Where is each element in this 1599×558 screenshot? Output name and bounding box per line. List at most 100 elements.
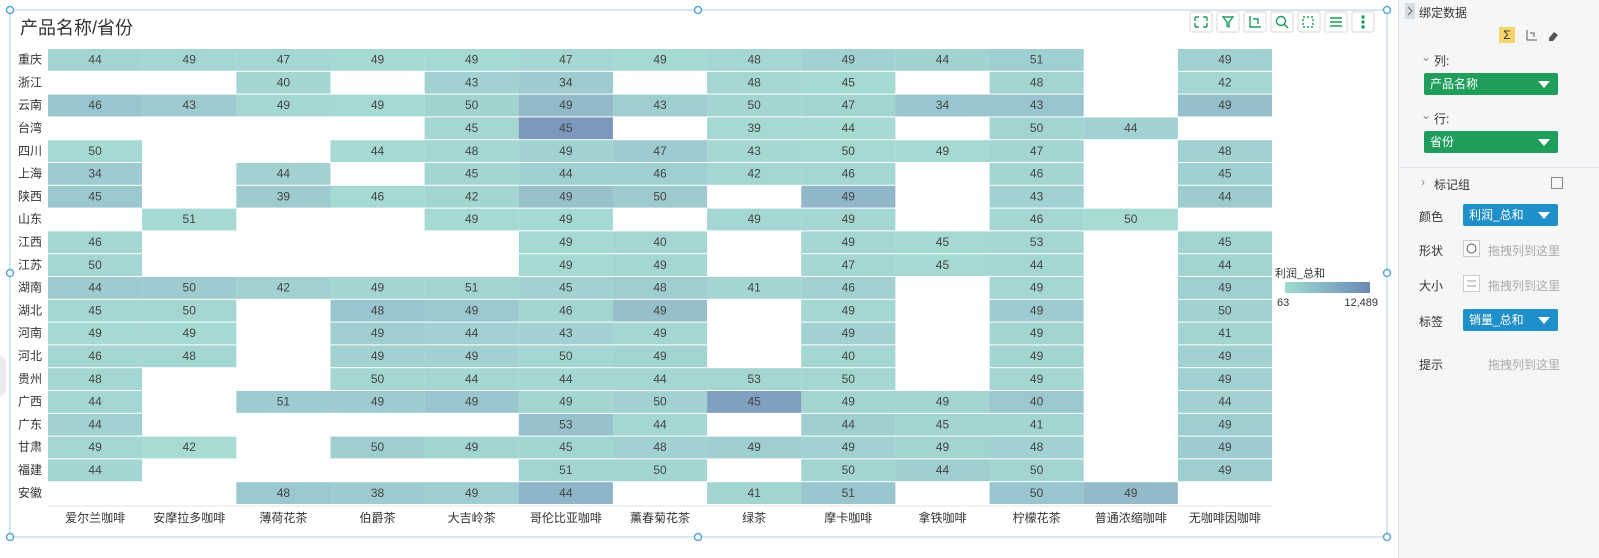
y-tick-label: 江西 xyxy=(18,235,42,249)
cell-label: 46 xyxy=(1030,212,1044,226)
filter-button[interactable] xyxy=(1216,11,1240,33)
heat-cell xyxy=(330,94,425,117)
chevron: ⌄ xyxy=(1421,108,1432,122)
columns-field[interactable]: 产品名称 xyxy=(1424,73,1558,95)
cell-label: 43 xyxy=(747,144,761,158)
heat-cell xyxy=(1177,299,1272,322)
cell-label: 49 xyxy=(465,486,479,500)
rows-field[interactable]: 省份 xyxy=(1424,131,1558,153)
cell-label: 42 xyxy=(183,440,197,454)
heat-cell xyxy=(989,436,1084,459)
x-tick-label: 薰春菊花茶 xyxy=(630,510,690,525)
cell-label: 46 xyxy=(653,167,667,181)
heat-cell xyxy=(801,436,896,459)
heat-cell xyxy=(236,277,331,299)
heat-cell xyxy=(801,391,896,413)
panel-title: 绑定数据 xyxy=(1419,6,1468,20)
heat-cell xyxy=(142,299,237,322)
heat-cell xyxy=(612,459,708,482)
fullscreen-button[interactable] xyxy=(1189,11,1213,33)
size-icon[interactable] xyxy=(1463,275,1480,292)
marks-icon[interactable] xyxy=(1551,177,1563,189)
heat-cell xyxy=(1177,436,1272,459)
y-tick-label: 重庆 xyxy=(18,53,42,67)
panel-toggle[interactable] xyxy=(1405,3,1415,19)
cell-label: 49 xyxy=(1218,463,1232,477)
heat-cell xyxy=(612,368,708,390)
heat-cell xyxy=(612,299,708,322)
heat-cell xyxy=(330,368,425,390)
y-tick-label: 陕西 xyxy=(18,188,42,203)
sum-button[interactable] xyxy=(1499,27,1515,43)
cell-label: 50 xyxy=(653,189,667,203)
tooltip-placeholder: 拖拽列到这里 xyxy=(1488,358,1561,372)
heat-cell xyxy=(236,71,331,94)
heat-cell xyxy=(895,94,990,117)
heat-cell xyxy=(1177,163,1272,185)
heat-cell xyxy=(518,413,613,436)
cell-label: 50 xyxy=(371,440,385,454)
x-tick-label: 薄荷花茶 xyxy=(259,510,307,525)
cell-label: 50 xyxy=(88,144,102,158)
swap-button[interactable] xyxy=(1243,11,1267,33)
color-field[interactable]: 利润_总和 xyxy=(1463,204,1558,226)
heat-cell xyxy=(1177,277,1272,299)
x-tick-label: 安摩拉多咖啡 xyxy=(153,510,225,525)
cell-label: 49 xyxy=(559,98,573,112)
shape-placeholder: 拖拽列到这里 xyxy=(1488,244,1561,258)
heat-cell xyxy=(142,436,237,459)
heat-cell xyxy=(518,185,613,208)
cell-label: 50 xyxy=(1218,303,1232,317)
heat-cell xyxy=(518,459,613,482)
zoom-button[interactable] xyxy=(1270,11,1294,33)
label-field[interactable]: 销量_总和 xyxy=(1463,309,1558,331)
heat-cell xyxy=(330,345,425,368)
heat-cell xyxy=(707,94,802,117)
select-button[interactable] xyxy=(1297,11,1321,33)
heat-cell xyxy=(1177,94,1272,117)
heat-cell xyxy=(707,436,802,459)
y-tick-label: 河南 xyxy=(18,325,42,340)
heat-cell xyxy=(330,277,425,299)
swap-axes-button[interactable] xyxy=(1526,30,1537,41)
heat-cell xyxy=(801,140,896,162)
heat-cell xyxy=(989,322,1084,345)
cell-label: 49 xyxy=(842,440,856,454)
heat-cell xyxy=(612,413,708,436)
shape-icon[interactable] xyxy=(1463,240,1480,257)
heat-cell xyxy=(424,71,519,94)
legend-tick-label: 12,489 xyxy=(1344,297,1378,309)
cell-label: 45 xyxy=(88,189,102,203)
heat-cell xyxy=(989,482,1084,504)
y-tick-label: 云南 xyxy=(18,97,42,112)
cell-label: 49 xyxy=(559,189,573,203)
heat-cell xyxy=(330,299,425,322)
heat-cell xyxy=(801,254,896,276)
cell-label: 49 xyxy=(842,212,856,226)
x-tick-label: 哥伦比亚咖啡 xyxy=(530,510,602,525)
cell-label: 44 xyxy=(465,326,479,340)
heat-cell xyxy=(48,94,143,117)
heat-cell xyxy=(707,277,802,299)
cell-label: 49 xyxy=(1124,486,1138,500)
cell-label: 49 xyxy=(1030,281,1044,295)
heat-cell xyxy=(518,345,613,368)
cell-label: 44 xyxy=(1030,258,1044,272)
cell-label: 49 xyxy=(371,349,385,363)
heat-cell xyxy=(518,140,613,162)
cell-label: 49 xyxy=(1030,303,1044,317)
cell-label: 49 xyxy=(842,189,856,203)
cell-label: 44 xyxy=(842,121,856,135)
cell-label: 49 xyxy=(653,303,667,317)
cell-label: 50 xyxy=(1030,121,1044,135)
heat-cell xyxy=(518,49,613,71)
resize-handles[interactable] xyxy=(5,5,1392,542)
x-tick-label: 拿铁咖啡 xyxy=(918,510,966,525)
cell-label: 49 xyxy=(465,303,479,317)
collapse-tab[interactable] xyxy=(0,355,6,397)
heat-cell xyxy=(424,185,519,208)
clear-button[interactable] xyxy=(1549,32,1558,41)
cell-label: 45 xyxy=(1218,235,1232,249)
heat-cell xyxy=(612,277,708,299)
cell-label: 50 xyxy=(1030,486,1044,500)
